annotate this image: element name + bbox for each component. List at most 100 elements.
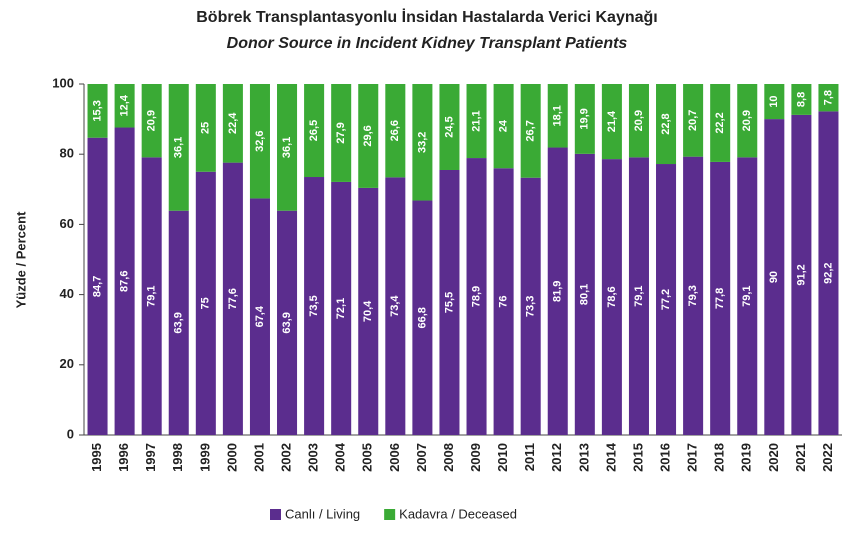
bar-segment <box>520 84 541 178</box>
value-label: 25 <box>200 122 212 134</box>
value-label: 29,6 <box>362 125 374 146</box>
bar-segment <box>385 84 406 178</box>
value-label: 79,1 <box>633 285 645 306</box>
value-label: 78,6 <box>606 286 618 307</box>
value-label: 73,3 <box>525 296 537 317</box>
bar-segment <box>764 119 785 435</box>
bar-segment <box>710 161 731 435</box>
y-tick-label: 60 <box>60 216 74 231</box>
x-tick-label: 2011 <box>522 443 537 471</box>
legend-label: Kadavra / Deceased <box>399 506 517 521</box>
x-tick-label: 2013 <box>576 443 591 472</box>
value-label: 87,6 <box>119 271 131 292</box>
x-tick-label: 2003 <box>306 443 321 472</box>
x-tick-label: 2006 <box>387 443 402 472</box>
bar-segment <box>249 84 270 199</box>
value-label: 15,3 <box>91 100 103 121</box>
bar-segment <box>466 158 487 435</box>
value-label: 79,1 <box>741 285 753 306</box>
value-label: 90 <box>768 271 780 283</box>
bar-segment <box>764 84 785 120</box>
x-tick-label: 2022 <box>820 443 835 472</box>
bar-segment <box>547 147 568 435</box>
bar-segment <box>277 84 298 211</box>
value-label: 24 <box>498 119 510 132</box>
value-label: 80,1 <box>579 284 591 305</box>
value-label: 26,7 <box>525 120 537 141</box>
value-label: 77,8 <box>714 288 726 309</box>
bar-segment <box>737 157 758 435</box>
legend-swatch <box>270 509 281 520</box>
bar-segment <box>385 177 406 435</box>
bar-segment <box>628 157 649 435</box>
value-label: 67,4 <box>254 305 266 327</box>
bar-segment <box>737 84 758 158</box>
value-label: 10 <box>768 95 780 107</box>
value-label: 20,7 <box>687 110 699 131</box>
value-label: 12,4 <box>119 94 131 116</box>
value-label: 75 <box>200 297 212 309</box>
x-tick-label: 2017 <box>685 443 700 472</box>
value-label: 33,2 <box>416 132 428 153</box>
bar-segment <box>439 169 460 435</box>
value-label: 92,2 <box>822 262 834 283</box>
bar-segment <box>683 84 704 157</box>
value-label: 84,7 <box>91 276 103 297</box>
legend-swatch <box>384 509 396 520</box>
bar-segment <box>683 156 704 436</box>
value-label: 36,1 <box>281 137 293 158</box>
bar-segment <box>277 210 298 435</box>
value-label: 91,2 <box>795 264 807 285</box>
value-label: 77,6 <box>227 288 239 309</box>
x-tick-label: 2010 <box>495 443 510 472</box>
bar-segment <box>168 84 189 211</box>
value-label: 24,5 <box>443 116 455 137</box>
x-tick-label: 2005 <box>360 443 375 472</box>
bar-segment <box>791 114 812 435</box>
x-tick-label: 2020 <box>766 443 781 472</box>
value-label: 77,2 <box>660 289 672 310</box>
bar-segment <box>168 210 189 435</box>
bar-segment <box>439 84 460 170</box>
bar-segment <box>601 159 622 435</box>
value-label: 27,9 <box>335 122 347 143</box>
bar-segment <box>87 84 108 138</box>
x-tick-label: 1996 <box>116 443 131 472</box>
x-tick-label: 2001 <box>251 443 266 472</box>
x-tick-label: 2000 <box>224 443 239 472</box>
bar-segment <box>358 84 379 188</box>
bar-segment <box>331 181 352 435</box>
bar-segment <box>412 84 433 201</box>
bar-segment <box>574 84 595 154</box>
x-tick-label: 2002 <box>278 443 293 472</box>
value-label: 79,3 <box>687 285 699 306</box>
x-tick-label: 1995 <box>89 443 104 472</box>
bar-segment <box>628 84 649 158</box>
bar-segment <box>493 84 514 169</box>
bar-segment <box>141 157 162 435</box>
value-label: 66,8 <box>416 307 428 328</box>
bar-segment <box>222 162 243 435</box>
value-label: 26,5 <box>308 120 320 141</box>
bar-segment <box>87 137 108 435</box>
bar-segment <box>195 171 216 435</box>
bar-segment <box>574 153 595 435</box>
value-label: 78,9 <box>470 286 482 307</box>
bar-segment <box>493 168 514 436</box>
value-label: 81,9 <box>552 281 564 302</box>
value-label: 26,6 <box>389 120 401 141</box>
value-label: 22,4 <box>227 112 239 134</box>
bar-segment <box>412 200 433 435</box>
bar-segment <box>656 164 677 435</box>
x-tick-label: 2019 <box>739 443 754 472</box>
bar-segment <box>710 84 731 162</box>
y-axis-label: Yüzde / Percent <box>13 211 28 308</box>
x-tick-label: 2009 <box>468 443 483 472</box>
x-tick-label: 2012 <box>549 443 564 472</box>
x-tick-label: 2007 <box>414 443 429 472</box>
bar-segment <box>818 84 839 112</box>
y-tick-label: 80 <box>60 146 74 161</box>
chart-subtitle: Donor Source in Incident Kidney Transpla… <box>227 35 628 52</box>
value-label: 20,9 <box>741 110 753 131</box>
bar-segment <box>141 84 162 158</box>
